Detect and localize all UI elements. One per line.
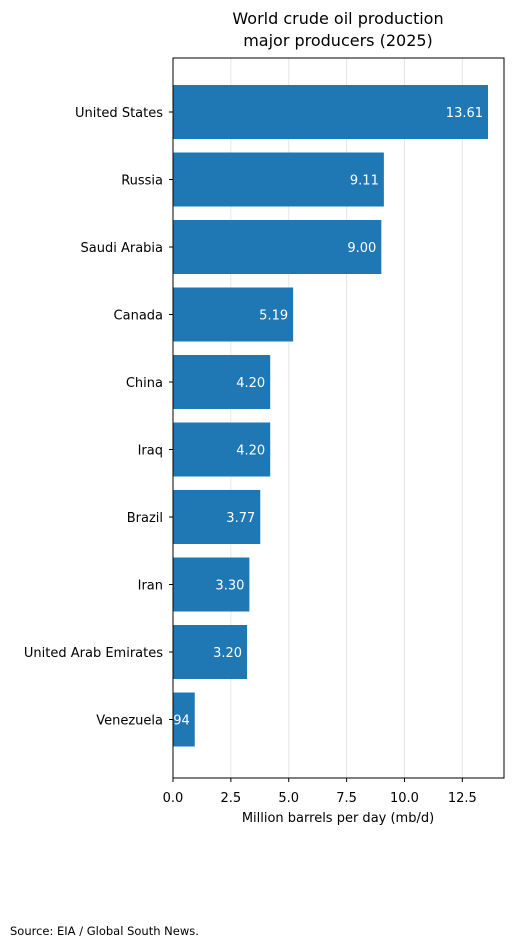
y-tick-labels: United States Russia Saudi Arabia Canada Chi… bbox=[24, 106, 173, 729]
bar-value-label: 9.00 bbox=[347, 241, 376, 256]
y-tick-label: Brazil bbox=[127, 511, 163, 526]
bar-value-label: 3.20 bbox=[213, 646, 242, 661]
x-tick-label: 7.5 bbox=[336, 791, 357, 806]
bar bbox=[173, 287, 294, 342]
y-tick-label: Russia bbox=[121, 174, 163, 189]
bar-value-label: 4.20 bbox=[236, 376, 265, 391]
x-tick-label: 12.5 bbox=[448, 791, 477, 806]
x-axis-label: Million barrels per day (mb/d) bbox=[242, 811, 434, 826]
bar-value-labels: 13.61 9.11 9.00 5.19 4.20 4.20 3.77 3.30 3.20 0.9… bbox=[161, 106, 483, 729]
x-tick-labels: 0.0 2.5 5.0 7.5 10.0 12.5 bbox=[163, 778, 477, 806]
bar-value-label: 3.30 bbox=[215, 579, 244, 594]
bar bbox=[173, 557, 250, 612]
bar bbox=[173, 692, 195, 747]
x-tick-label: 0.0 bbox=[163, 791, 184, 806]
chart-title-line-2: major producers (2025) bbox=[243, 31, 433, 50]
y-tick-label: Canada bbox=[114, 309, 163, 324]
bar-value-label: 3.77 bbox=[226, 511, 255, 526]
y-tick-label: United States bbox=[75, 106, 163, 121]
bar bbox=[173, 490, 261, 544]
x-tick-label: 5.0 bbox=[278, 791, 299, 806]
bar-value-label: 13.61 bbox=[446, 106, 483, 121]
x-tick-label: 10.0 bbox=[390, 791, 419, 806]
y-tick-label: Iran bbox=[138, 579, 163, 594]
bar-value-label: 4.20 bbox=[236, 444, 265, 459]
bar-value-label: 5.19 bbox=[259, 309, 288, 324]
chart-title-line-1: World crude oil production bbox=[232, 9, 443, 28]
source-note: Source: EIA / Global South News. bbox=[10, 924, 199, 938]
x-tick-label: 2.5 bbox=[221, 791, 242, 806]
bar bbox=[173, 355, 271, 409]
bar bbox=[173, 625, 248, 679]
bars bbox=[173, 85, 489, 747]
y-tick-label: China bbox=[126, 376, 163, 391]
bar-value-label: 0.94 bbox=[161, 714, 190, 729]
bar-value-label: 9.11 bbox=[350, 174, 379, 189]
y-tick-label: United Arab Emirates bbox=[24, 646, 163, 661]
plot-frame bbox=[172, 57, 505, 779]
axes bbox=[172, 57, 505, 779]
y-tick-label: Iraq bbox=[138, 444, 163, 459]
bar bbox=[173, 152, 384, 207]
bar bbox=[173, 85, 489, 139]
bar bbox=[173, 220, 382, 274]
y-tick-label: Venezuela bbox=[96, 714, 163, 729]
y-tick-label: Saudi Arabia bbox=[81, 241, 164, 256]
bar bbox=[173, 422, 271, 477]
